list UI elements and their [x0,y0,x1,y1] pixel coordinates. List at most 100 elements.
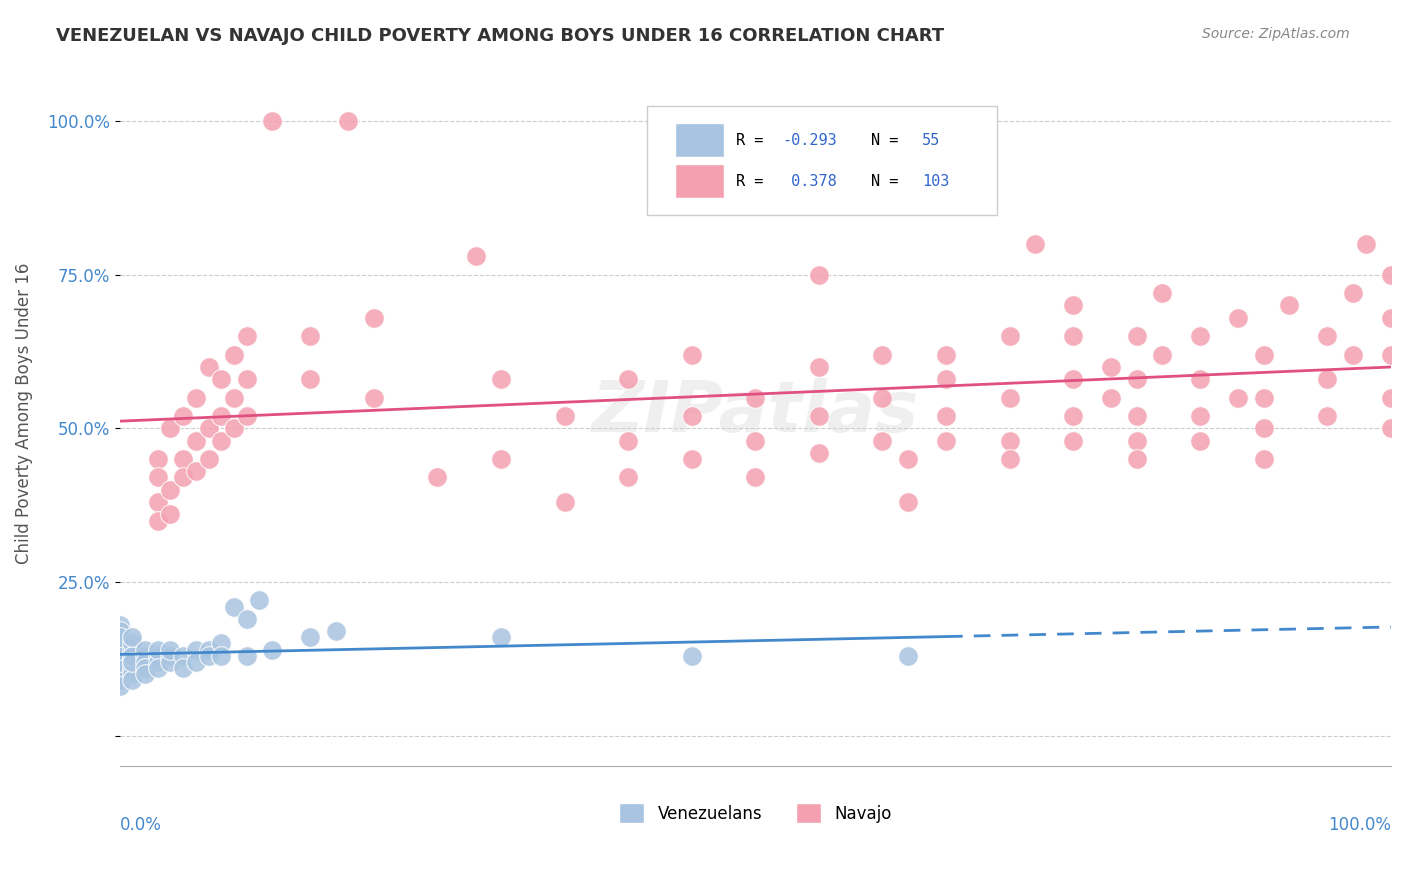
Point [807,446,830,460]
Point [235,329,257,343]
Point [744,391,766,405]
Point [222,599,245,614]
Point [197,421,219,435]
Point [108,680,131,694]
Point [1062,434,1084,448]
Point [1253,391,1275,405]
Point [121,661,143,675]
Point [197,359,219,374]
Point [998,329,1021,343]
Point [426,470,449,484]
Point [363,391,385,405]
Point [146,661,169,675]
Point [134,661,156,675]
Point [489,372,512,386]
Point [1125,434,1147,448]
Point [108,648,131,663]
Text: 100.0%: 100.0% [1329,816,1391,834]
Point [299,329,322,343]
Point [222,348,245,362]
Text: R =: R = [737,174,773,188]
Point [299,630,322,644]
Point [1341,348,1364,362]
Point [172,452,194,467]
Point [299,372,322,386]
Point [935,348,957,362]
Point [235,648,257,663]
Point [1379,348,1402,362]
Point [489,630,512,644]
Point [744,470,766,484]
Text: N =: N = [870,133,907,148]
Point [1125,329,1147,343]
Text: 0.0%: 0.0% [120,816,162,834]
Point [617,434,640,448]
Point [184,655,207,669]
Point [1316,372,1339,386]
Point [209,372,232,386]
Y-axis label: Child Poverty Among Boys Under 16: Child Poverty Among Boys Under 16 [15,262,32,564]
Point [744,434,766,448]
Point [108,642,131,657]
Point [121,655,143,669]
Point [554,409,576,423]
Point [222,421,245,435]
Point [1316,329,1339,343]
Point [617,470,640,484]
Point [807,359,830,374]
Point [807,409,830,423]
Point [1189,372,1212,386]
Point [935,434,957,448]
Point [108,642,131,657]
Point [121,648,143,663]
Point [121,642,143,657]
Point [1227,310,1250,325]
Point [249,593,271,607]
Point [1152,286,1174,301]
Point [108,648,131,663]
Point [235,612,257,626]
Point [617,372,640,386]
Point [134,648,156,663]
Point [197,648,219,663]
Point [464,249,486,263]
Point [807,268,830,282]
Point [1125,372,1147,386]
Text: 0.378: 0.378 [782,174,837,188]
Point [108,630,131,644]
Point [222,391,245,405]
Point [121,667,143,681]
Point [1253,421,1275,435]
Point [197,452,219,467]
Point [1062,298,1084,312]
Point [935,409,957,423]
Point [108,624,131,639]
Point [146,470,169,484]
Point [1062,409,1084,423]
Text: VENEZUELAN VS NAVAJO CHILD POVERTY AMONG BOYS UNDER 16 CORRELATION CHART: VENEZUELAN VS NAVAJO CHILD POVERTY AMONG… [56,27,945,45]
Point [1253,348,1275,362]
Point [1125,409,1147,423]
Point [235,372,257,386]
Point [1189,434,1212,448]
Text: ZIPatlas: ZIPatlas [592,378,920,448]
Point [337,114,360,128]
Point [172,409,194,423]
Point [184,434,207,448]
Point [159,648,181,663]
Point [108,618,131,632]
Text: 55: 55 [922,133,941,148]
Point [1099,391,1122,405]
Point [146,648,169,663]
Point [159,642,181,657]
Point [159,508,181,522]
Text: N =: N = [870,174,907,188]
Point [121,673,143,688]
Point [1316,409,1339,423]
Point [1379,391,1402,405]
Point [998,434,1021,448]
Bar [675,123,724,157]
Point [1099,359,1122,374]
Point [184,464,207,478]
Point [146,642,169,657]
